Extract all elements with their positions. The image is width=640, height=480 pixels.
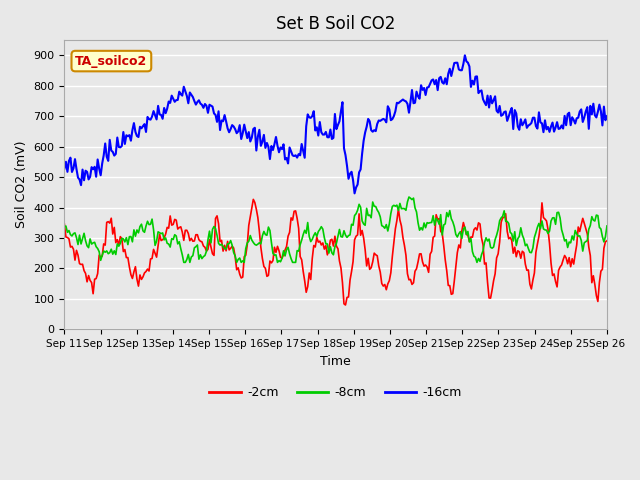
Legend: -2cm, -8cm, -16cm: -2cm, -8cm, -16cm bbox=[204, 381, 467, 404]
-16cm bbox=[461, 52, 468, 58]
-2cm bbox=[300, 268, 307, 274]
-2cm bbox=[250, 196, 257, 202]
-2cm bbox=[251, 200, 259, 205]
Line: -16cm: -16cm bbox=[65, 55, 607, 193]
Text: TA_soilco2: TA_soilco2 bbox=[76, 55, 147, 68]
-16cm bbox=[576, 108, 584, 114]
X-axis label: Time: Time bbox=[320, 355, 351, 368]
-8cm bbox=[224, 241, 232, 247]
-16cm bbox=[603, 113, 611, 119]
-2cm bbox=[342, 302, 349, 308]
-8cm bbox=[61, 224, 68, 229]
-16cm bbox=[298, 141, 305, 147]
-16cm bbox=[351, 191, 358, 196]
-8cm bbox=[242, 246, 250, 252]
-2cm bbox=[603, 238, 611, 244]
Title: Set B Soil CO2: Set B Soil CO2 bbox=[276, 15, 396, 33]
-8cm bbox=[405, 194, 413, 200]
Line: -8cm: -8cm bbox=[65, 197, 607, 263]
-8cm bbox=[576, 233, 584, 239]
-8cm bbox=[127, 234, 135, 240]
-16cm bbox=[61, 166, 68, 171]
-16cm bbox=[250, 126, 257, 132]
-16cm bbox=[127, 138, 135, 144]
-8cm bbox=[180, 260, 188, 265]
-2cm bbox=[127, 272, 135, 277]
-16cm bbox=[222, 119, 230, 124]
-8cm bbox=[300, 232, 307, 238]
-8cm bbox=[603, 223, 611, 229]
-8cm bbox=[251, 241, 259, 247]
-2cm bbox=[241, 254, 248, 260]
Line: -2cm: -2cm bbox=[65, 199, 607, 305]
Y-axis label: Soil CO2 (mV): Soil CO2 (mV) bbox=[15, 141, 28, 228]
-2cm bbox=[576, 228, 584, 234]
-16cm bbox=[241, 122, 248, 128]
-2cm bbox=[222, 248, 230, 254]
-2cm bbox=[61, 221, 68, 227]
